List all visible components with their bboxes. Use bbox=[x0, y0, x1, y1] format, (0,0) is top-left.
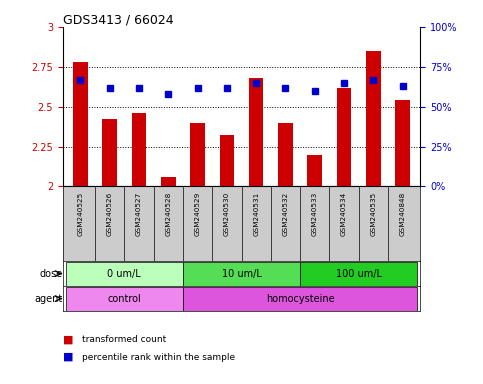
Text: GSM240534: GSM240534 bbox=[341, 192, 347, 236]
Text: GSM240525: GSM240525 bbox=[77, 192, 84, 236]
Text: 100 um/L: 100 um/L bbox=[336, 269, 382, 279]
Text: control: control bbox=[107, 294, 141, 304]
Text: GSM240528: GSM240528 bbox=[165, 192, 171, 236]
Text: 10 um/L: 10 um/L bbox=[222, 269, 261, 279]
Text: GSM240532: GSM240532 bbox=[283, 192, 288, 236]
Bar bbox=[278, 122, 293, 186]
Bar bbox=[183, 262, 300, 286]
Bar bbox=[337, 88, 351, 186]
Bar bbox=[220, 135, 234, 186]
Text: GSM240533: GSM240533 bbox=[312, 192, 318, 236]
Text: GSM240526: GSM240526 bbox=[107, 192, 113, 236]
Text: GSM240527: GSM240527 bbox=[136, 192, 142, 236]
Bar bbox=[249, 78, 263, 186]
Bar bbox=[183, 286, 417, 311]
Bar bbox=[300, 262, 417, 286]
Bar bbox=[366, 51, 381, 186]
Bar bbox=[395, 100, 410, 186]
Bar bbox=[190, 122, 205, 186]
Text: dose: dose bbox=[40, 269, 63, 279]
Bar bbox=[161, 177, 176, 186]
Text: GSM240531: GSM240531 bbox=[253, 192, 259, 236]
Bar bbox=[73, 62, 88, 186]
Text: GSM240530: GSM240530 bbox=[224, 192, 230, 236]
Text: GSM240848: GSM240848 bbox=[399, 192, 406, 236]
Bar bbox=[66, 286, 183, 311]
Text: ■: ■ bbox=[63, 352, 73, 362]
Text: percentile rank within the sample: percentile rank within the sample bbox=[82, 353, 235, 362]
Text: transformed count: transformed count bbox=[82, 335, 166, 344]
Text: ■: ■ bbox=[63, 335, 73, 345]
Bar bbox=[66, 262, 183, 286]
Text: homocysteine: homocysteine bbox=[266, 294, 334, 304]
Text: GSM240535: GSM240535 bbox=[370, 192, 376, 236]
Text: GSM240529: GSM240529 bbox=[195, 192, 200, 236]
Bar bbox=[102, 119, 117, 186]
Text: agent: agent bbox=[35, 294, 63, 304]
Bar bbox=[132, 113, 146, 186]
Bar bbox=[307, 154, 322, 186]
Text: 0 um/L: 0 um/L bbox=[107, 269, 141, 279]
Text: GDS3413 / 66024: GDS3413 / 66024 bbox=[63, 14, 173, 27]
